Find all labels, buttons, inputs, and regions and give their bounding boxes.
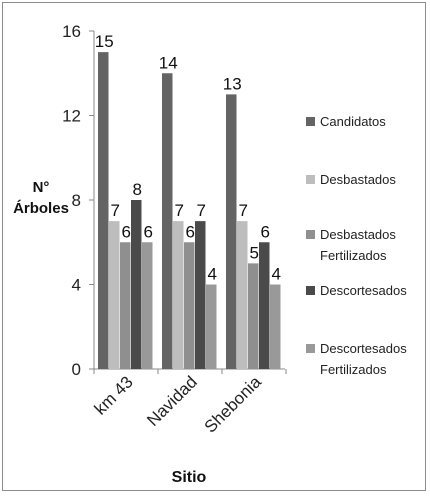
bar bbox=[142, 242, 153, 369]
bar bbox=[131, 200, 142, 369]
bar bbox=[206, 284, 217, 369]
x-axis-title: Sitio bbox=[172, 469, 207, 486]
data-label: 7 bbox=[239, 201, 248, 220]
legend-label: Descortesados bbox=[320, 283, 407, 298]
bar bbox=[248, 263, 259, 369]
bar bbox=[270, 284, 281, 369]
data-label: 5 bbox=[250, 243, 259, 262]
y-tick-label: 12 bbox=[62, 107, 81, 126]
x-tick-label: Shebonia bbox=[201, 372, 266, 437]
data-label: 7 bbox=[175, 201, 184, 220]
data-label: 7 bbox=[197, 201, 206, 220]
bar bbox=[162, 73, 173, 369]
bar bbox=[237, 221, 248, 369]
y-tick-label: 4 bbox=[72, 276, 81, 295]
data-label: 6 bbox=[261, 222, 270, 241]
legend: Candidatos Desbastados Desbastados Fertiliz… bbox=[306, 114, 407, 377]
bar bbox=[120, 242, 131, 369]
data-label: 4 bbox=[272, 265, 281, 284]
data-label: 8 bbox=[133, 180, 142, 199]
bar bbox=[173, 221, 184, 369]
legend-label: Desbastados bbox=[320, 227, 396, 242]
bar bbox=[226, 94, 237, 369]
data-label: 15 bbox=[95, 32, 114, 51]
data-label: 13 bbox=[223, 74, 242, 93]
data-label: 6 bbox=[186, 222, 195, 241]
legend-label: Fertilizados bbox=[320, 362, 387, 377]
legend-swatch bbox=[306, 344, 315, 353]
legend-swatch bbox=[306, 230, 315, 239]
legend-label: Desbastados bbox=[320, 172, 396, 187]
data-label: 6 bbox=[122, 222, 131, 241]
legend-label: Candidatos bbox=[320, 114, 386, 129]
bar bbox=[109, 221, 120, 369]
bar bbox=[259, 242, 270, 369]
legend-label: Fertilizados bbox=[320, 248, 387, 263]
legend-swatch bbox=[306, 286, 315, 295]
legend-swatch bbox=[306, 175, 315, 184]
y-tick-label: 0 bbox=[72, 360, 81, 379]
chart-frame: 0 4 8 12 16 15 7 6 8 6 km 43 14 7 6 7 4 Navidad 13 7 5 6 4 She… bbox=[2, 2, 426, 491]
bar bbox=[184, 242, 195, 369]
x-tick-label: km 43 bbox=[91, 372, 137, 418]
legend-swatch bbox=[306, 117, 315, 126]
y-tick-label: 8 bbox=[72, 191, 81, 210]
y-axis-title: N° bbox=[33, 179, 50, 196]
legend-label: Descortesados bbox=[320, 341, 407, 356]
bar bbox=[98, 52, 109, 369]
data-label: 4 bbox=[208, 265, 217, 284]
data-label: 14 bbox=[159, 53, 178, 72]
y-tick-label: 16 bbox=[62, 22, 81, 41]
bar bbox=[195, 221, 206, 369]
x-tick-label: Navidad bbox=[143, 372, 201, 430]
data-label: 7 bbox=[111, 201, 120, 220]
y-axis-title: Árboles bbox=[13, 200, 69, 217]
data-label: 6 bbox=[144, 222, 153, 241]
